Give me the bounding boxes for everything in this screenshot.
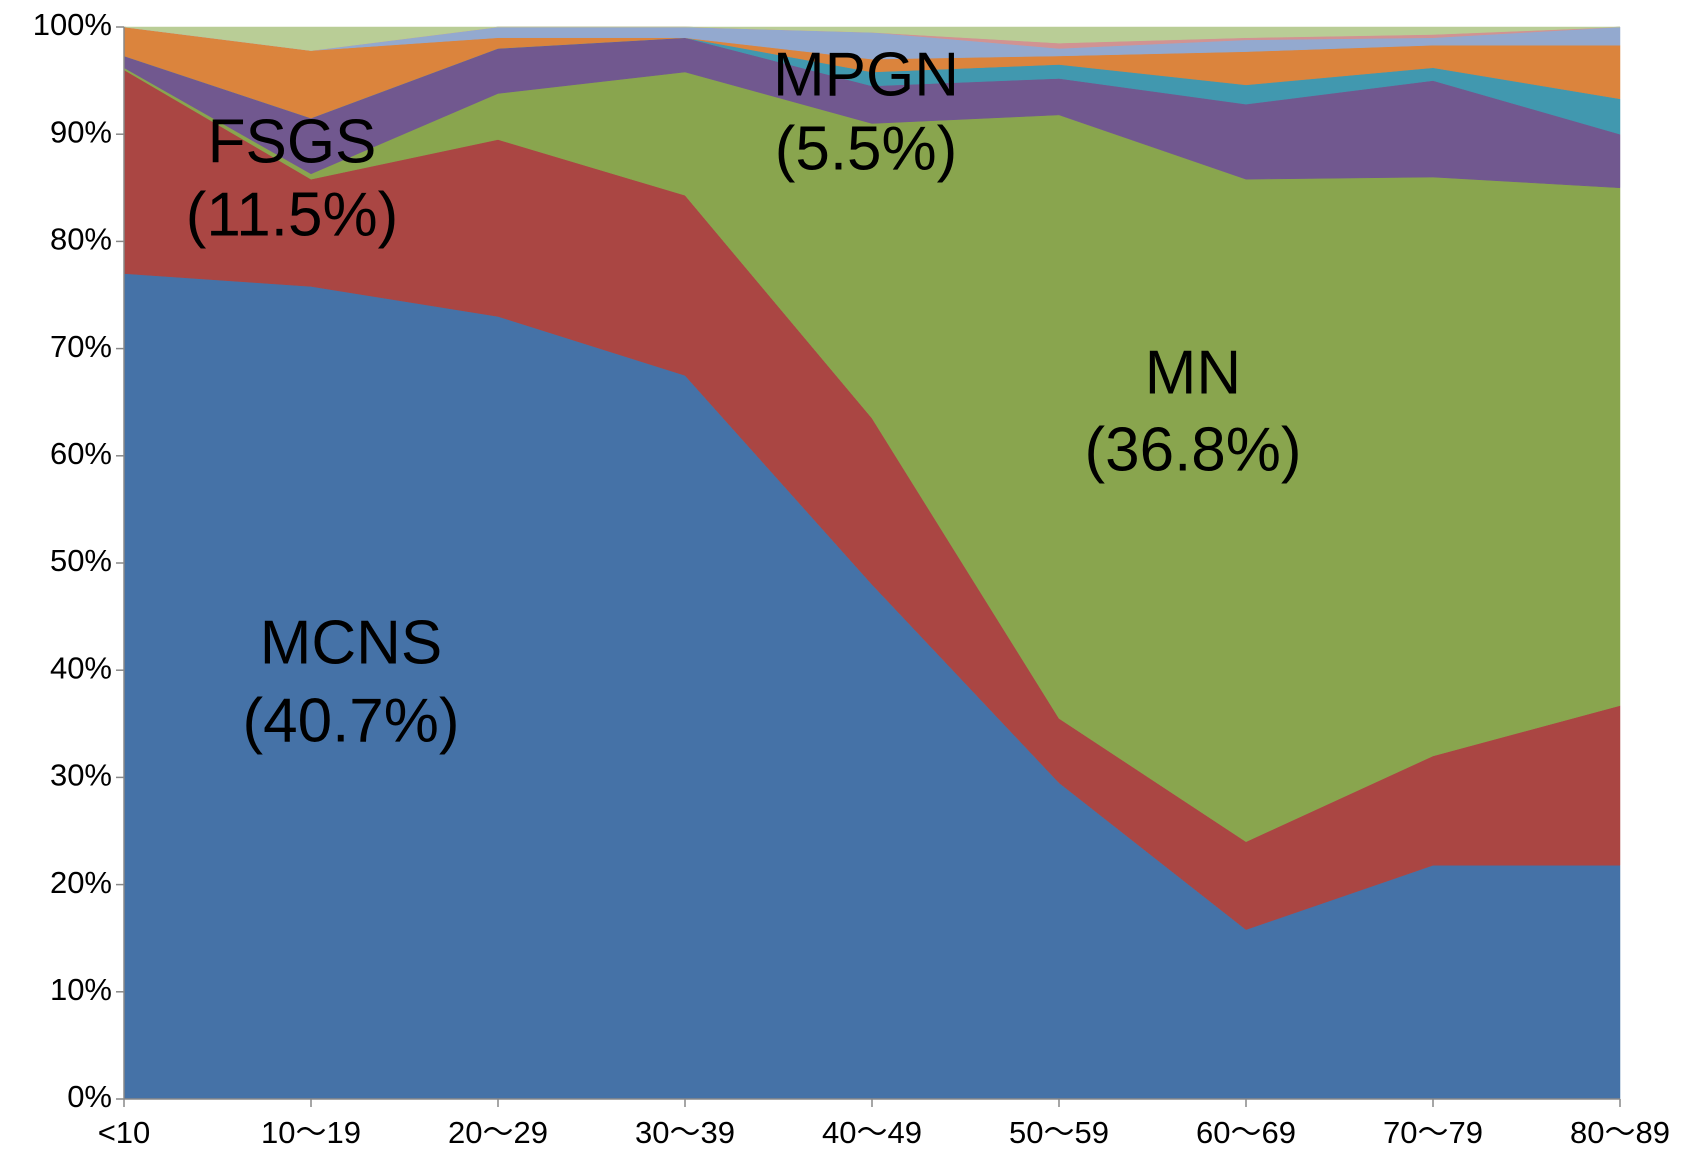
annotation: MN	[1145, 338, 1241, 407]
x-tick-label: 40～49	[822, 1115, 922, 1150]
y-tick-label: 80%	[50, 222, 112, 257]
x-tick-label: 70～79	[1383, 1115, 1483, 1150]
annotation: MPGN	[773, 40, 959, 109]
annotation: (40.7%)	[242, 686, 459, 755]
annotation: (5.5%)	[775, 114, 958, 183]
x-tick-label: 60～69	[1196, 1115, 1296, 1150]
y-tick-label: 60%	[50, 436, 112, 471]
annotation: (36.8%)	[1084, 415, 1301, 484]
y-tick-label: 100%	[33, 7, 112, 42]
annotation: MCNS	[260, 608, 443, 677]
x-tick-label: 80～89	[1570, 1115, 1670, 1150]
y-tick-label: 30%	[50, 758, 112, 793]
y-tick-label: 40%	[50, 650, 112, 685]
x-tick-label: 30～39	[635, 1115, 735, 1150]
x-tick-label: 10～19	[261, 1115, 361, 1150]
x-tick-label: <10	[98, 1115, 151, 1150]
x-tick-label: 50～59	[1009, 1115, 1109, 1150]
y-tick-label: 70%	[50, 329, 112, 364]
y-tick-label: 90%	[50, 114, 112, 149]
annotation: FSGS	[208, 107, 377, 176]
y-tick-label: 50%	[50, 543, 112, 578]
x-tick-label: 20～29	[448, 1115, 548, 1150]
annotation: (11.5%)	[186, 180, 399, 249]
y-tick-label: 20%	[50, 865, 112, 900]
y-tick-label: 0%	[67, 1079, 112, 1114]
y-tick-label: 10%	[50, 972, 112, 1007]
area	[123, 26, 1621, 51]
